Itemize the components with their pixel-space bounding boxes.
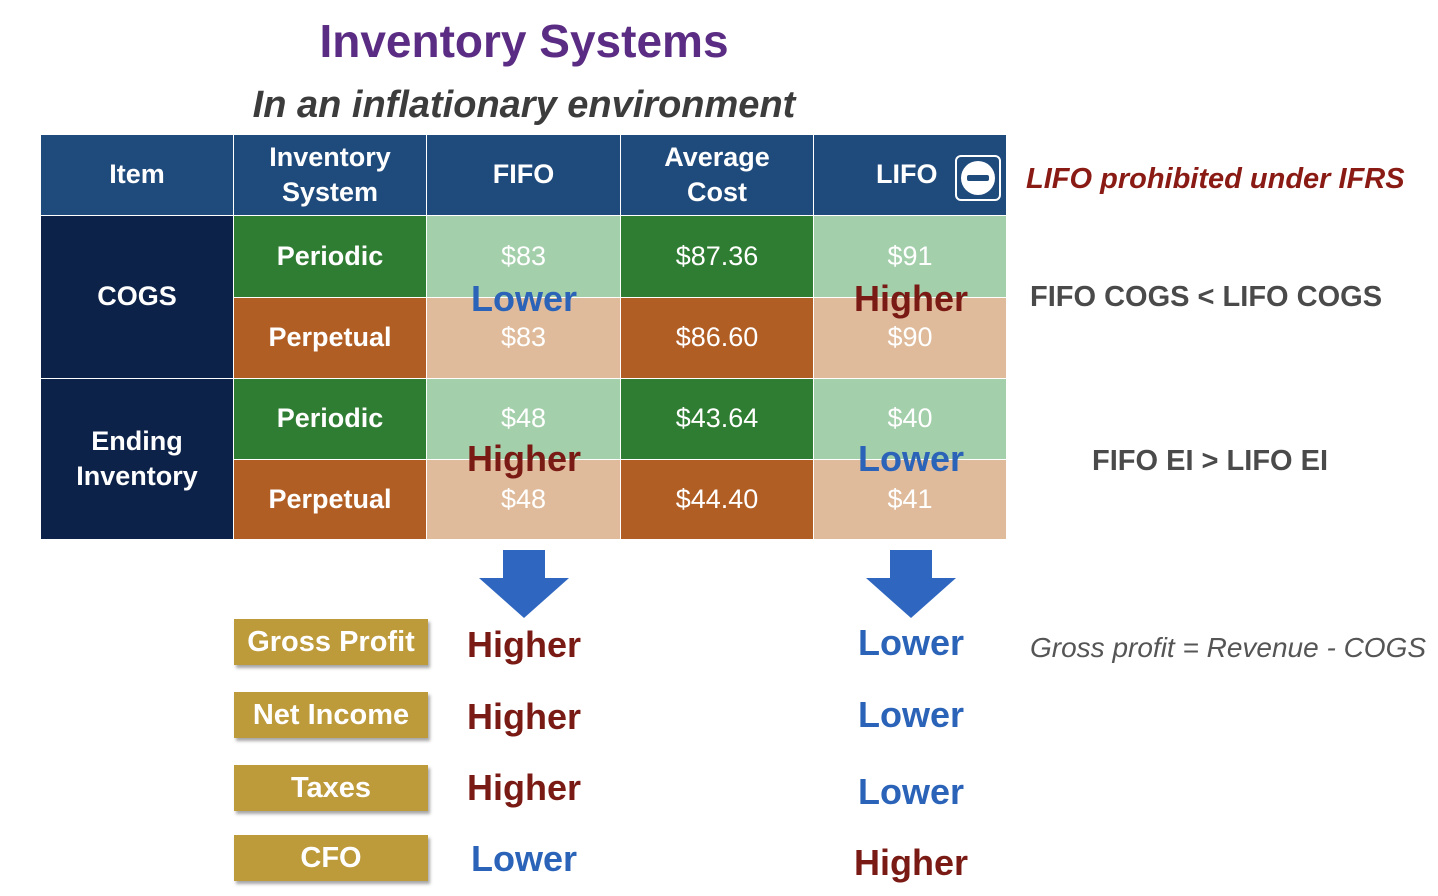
down-arrow-icon xyxy=(866,550,956,618)
ei-perpetual-lifo: $41 xyxy=(814,460,1007,540)
impact-fifo-taxes: Higher xyxy=(466,767,581,808)
ei-periodic-fifo: $48 xyxy=(427,379,621,460)
impact-fifo-cfo: Lower xyxy=(470,838,577,879)
page-title: Inventory Systems xyxy=(319,15,729,67)
header-lifo-label: LIFO xyxy=(876,159,938,190)
cogs-perpetual-lifo: $90 xyxy=(814,298,1007,379)
ei-perpetual-fifo: $48 xyxy=(427,460,621,540)
ei-periodic-system: Periodic xyxy=(234,379,427,460)
impact-label-taxes: Taxes xyxy=(234,765,428,811)
minus-circle-icon xyxy=(955,155,1001,201)
impact-lifo-taxes: Lower xyxy=(857,771,964,812)
cogs-periodic-average: $87.36 xyxy=(621,216,814,298)
cogs-periodic-system: Periodic xyxy=(234,216,427,298)
row-label-cogs: COGS xyxy=(41,216,234,379)
impact-label-cfo: CFO xyxy=(234,835,428,881)
ei-periodic-average: $43.64 xyxy=(621,379,814,460)
ei-comparison-note: FIFO EI > LIFO EI xyxy=(1092,445,1329,477)
ei-periodic-lifo: $40 xyxy=(814,379,1007,460)
gross-profit-formula: Gross profit = Revenue - COGS xyxy=(1030,632,1427,663)
ei-perpetual-system: Perpetual xyxy=(234,460,427,540)
header-item: Item xyxy=(41,135,234,216)
ei-fifo-overlay: Higher xyxy=(466,438,581,479)
header-inventory-system: Inventory System xyxy=(234,135,427,216)
ei-lifo-overlay: Lower xyxy=(857,438,964,479)
lifo-ifrs-note: LIFO prohibited under IFRS xyxy=(1026,163,1405,195)
impact-fifo-gross-profit: Higher xyxy=(466,624,581,665)
cogs-fifo-overlay: Lower xyxy=(470,278,577,319)
impact-label-gross-profit: Gross Profit xyxy=(234,619,428,665)
impact-fifo-net-income: Higher xyxy=(466,696,581,737)
impact-label-net-income: Net Income xyxy=(234,692,428,738)
header-average-cost: Average Cost xyxy=(621,135,814,216)
cogs-perpetual-fifo: $83 xyxy=(427,298,621,379)
down-arrow-icon xyxy=(479,550,569,618)
cogs-lifo-overlay: Higher xyxy=(853,278,968,319)
row-label-ending-inventory: Ending Inventory xyxy=(41,379,234,540)
cogs-perpetual-system: Perpetual xyxy=(234,298,427,379)
impact-lifo-gross-profit: Lower xyxy=(857,622,964,663)
cogs-perpetual-average: $86.60 xyxy=(621,298,814,379)
cogs-comparison-note: FIFO COGS < LIFO COGS xyxy=(1030,281,1383,313)
impact-lifo-cfo: Higher xyxy=(853,842,968,883)
cogs-periodic-lifo: $91 xyxy=(814,216,1007,298)
impact-lifo-net-income: Lower xyxy=(857,694,964,735)
ei-perpetual-average: $44.40 xyxy=(621,460,814,540)
cogs-periodic-fifo: $83 xyxy=(427,216,621,298)
page-subtitle: In an inflationary environment xyxy=(252,84,796,126)
header-fifo: FIFO xyxy=(427,135,621,216)
